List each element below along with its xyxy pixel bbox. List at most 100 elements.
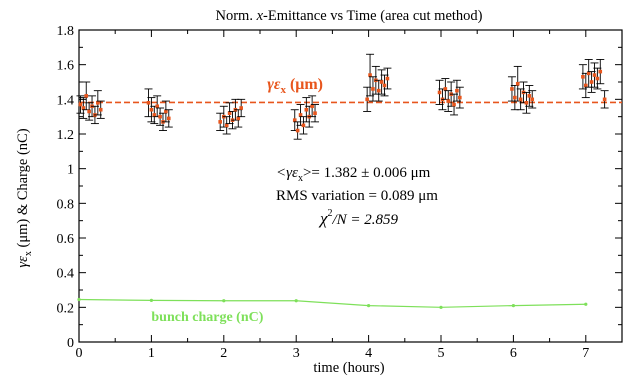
emittance-marker [458,95,462,100]
y-tick-label: 1.2 [57,128,75,143]
emittance-marker [524,101,529,105]
emittance-marker [371,87,375,91]
charge-line [78,298,586,308]
emittance-marker [589,80,594,84]
emittance-point [96,100,105,119]
emittance-marker [164,109,168,114]
plot-frame [78,29,623,343]
emittance-marker [513,95,517,100]
x-tick-label: 6 [510,346,517,361]
charge-point [149,298,153,302]
emittance-marker [527,94,532,98]
emittance-marker [87,109,91,114]
y-tick-label: 0.2 [57,301,75,316]
y-tick-label: 0.8 [57,197,75,212]
emittance-marker [518,97,523,102]
emittance-point [161,100,170,123]
rms-annotation: RMS variation = 0.089 μm [276,188,438,204]
charge-point [439,305,443,309]
emittance-point [311,104,320,123]
mean-annotation: <γεx>= 1.382 ± 0.006 μm [276,165,431,184]
y-tick-label: 1.6 [57,59,75,74]
emittance-marker [592,73,597,77]
emittance-marker [78,102,83,107]
y-tick-label: 1 [67,163,74,178]
emittance-marker [236,116,241,121]
emittance-marker [455,88,459,93]
emittance-marker [379,80,384,84]
chart-title: Norm. x-Emittance vs Time (area cut meth… [216,8,483,24]
x-tick-label: 5 [438,346,445,361]
y-tick-label: 0.4 [57,267,75,282]
x-tick-label: 0 [76,346,83,361]
x-tick-label: 2 [220,346,227,361]
emittance-series [76,53,609,140]
emittance-point [222,116,231,135]
emittance-marker [292,118,297,122]
emittance-marker [365,97,369,102]
emittance-marker [382,83,387,88]
emittance-point [237,98,246,118]
emittance-marker [84,94,89,98]
y-axis-label: γεx (μm) & Charge (nC) [15,128,34,267]
emittance-point [225,102,234,125]
emittance-marker [437,90,442,95]
emittance-marker [146,101,151,105]
charge-point [222,299,226,303]
emittance-point [455,86,464,109]
emittance-marker [81,106,86,110]
emittance-point [377,69,386,95]
emittance-marker [443,87,448,91]
emittance-marker [446,99,451,103]
emittance-marker [166,116,171,121]
emittance-marker [602,97,607,102]
emittance-point [150,105,159,125]
emittance-marker [595,76,600,81]
x-tick-label: 1 [148,346,155,361]
emittance-marker [227,111,232,115]
charge-point [77,297,81,302]
emittance-marker [218,120,222,124]
emittance-marker [530,97,535,102]
emittance-marker [584,83,588,88]
y-tick-label: 1.4 [57,93,75,108]
emittance-marker [295,128,300,133]
emittance-point [164,109,173,128]
emittance-point [374,79,383,102]
emittance-marker [310,104,314,109]
charge-point [294,299,298,303]
x-axis-label: time (hours) [313,360,384,376]
emittance-marker [510,87,514,91]
emittance-marker [452,102,456,107]
charge-series-label: bunch charge (nC) [151,310,263,325]
emittance-marker [149,107,154,112]
charge-series [77,297,588,309]
emittance-point [600,90,609,109]
emittance-marker [304,107,309,112]
charge-point [584,302,588,306]
emittance-marker [301,123,306,128]
x-tick-label: 7 [582,346,589,361]
emittance-marker [586,71,591,76]
chi-annotation: χ2/N = 2.859 [318,208,399,228]
emittance-marker [224,123,229,128]
emittance-marker [313,111,317,115]
emittance-marker [515,81,520,86]
emittance-point [153,95,162,118]
emittance-point [528,90,537,109]
emittance-marker [155,104,159,109]
emittance-point [383,67,392,90]
emittance-point [216,112,225,131]
emittance-marker [158,114,162,119]
y-tick-label: 0.6 [57,232,75,247]
emittance-marker [598,69,603,74]
emittance-point [596,59,605,85]
emittance-marker [376,88,381,93]
emittance-point [444,90,453,112]
emittance-series-label: γεx (μm) [267,76,323,96]
emittance-marker [96,101,100,105]
x-tick-label: 3 [293,346,300,361]
y-tick-label: 1.8 [57,24,75,39]
charge-point [367,304,371,308]
